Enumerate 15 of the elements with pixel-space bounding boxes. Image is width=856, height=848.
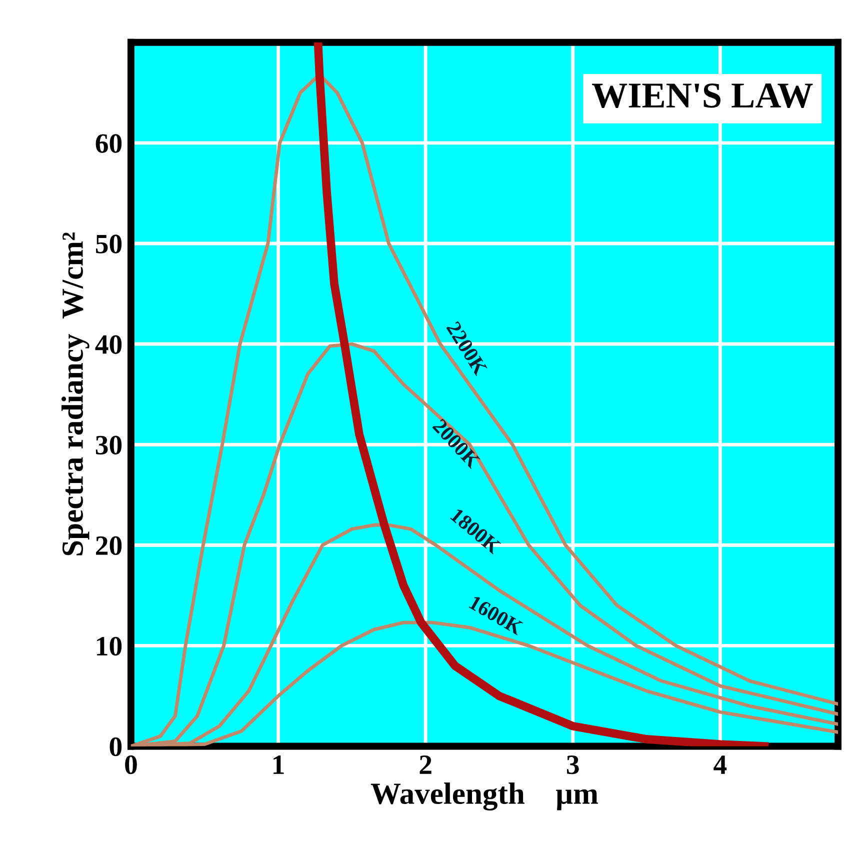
- y-tick-label: 0: [110, 737, 122, 756]
- x-tick-label: 1: [274, 756, 284, 774]
- x-axis-title: Wavelength µm: [370, 782, 598, 810]
- y-tick-label: 50: [96, 234, 122, 254]
- x-tick-label: 2: [420, 755, 432, 774]
- x-tick-label: 4: [714, 756, 727, 774]
- y-tick-label: 10: [97, 636, 122, 656]
- text: WIEN'S LAW: [592, 83, 813, 108]
- y-tick-label: 40: [95, 335, 122, 354]
- x-tick-label: 0: [125, 755, 137, 774]
- y-axis-title: Spectra radiancy W/cm²: [62, 232, 90, 556]
- x-tick-label: 3: [566, 755, 579, 774]
- y-tick-label: 30: [96, 436, 122, 455]
- y-tick-label: 60: [96, 134, 122, 153]
- y-tick-label: 20: [96, 536, 122, 556]
